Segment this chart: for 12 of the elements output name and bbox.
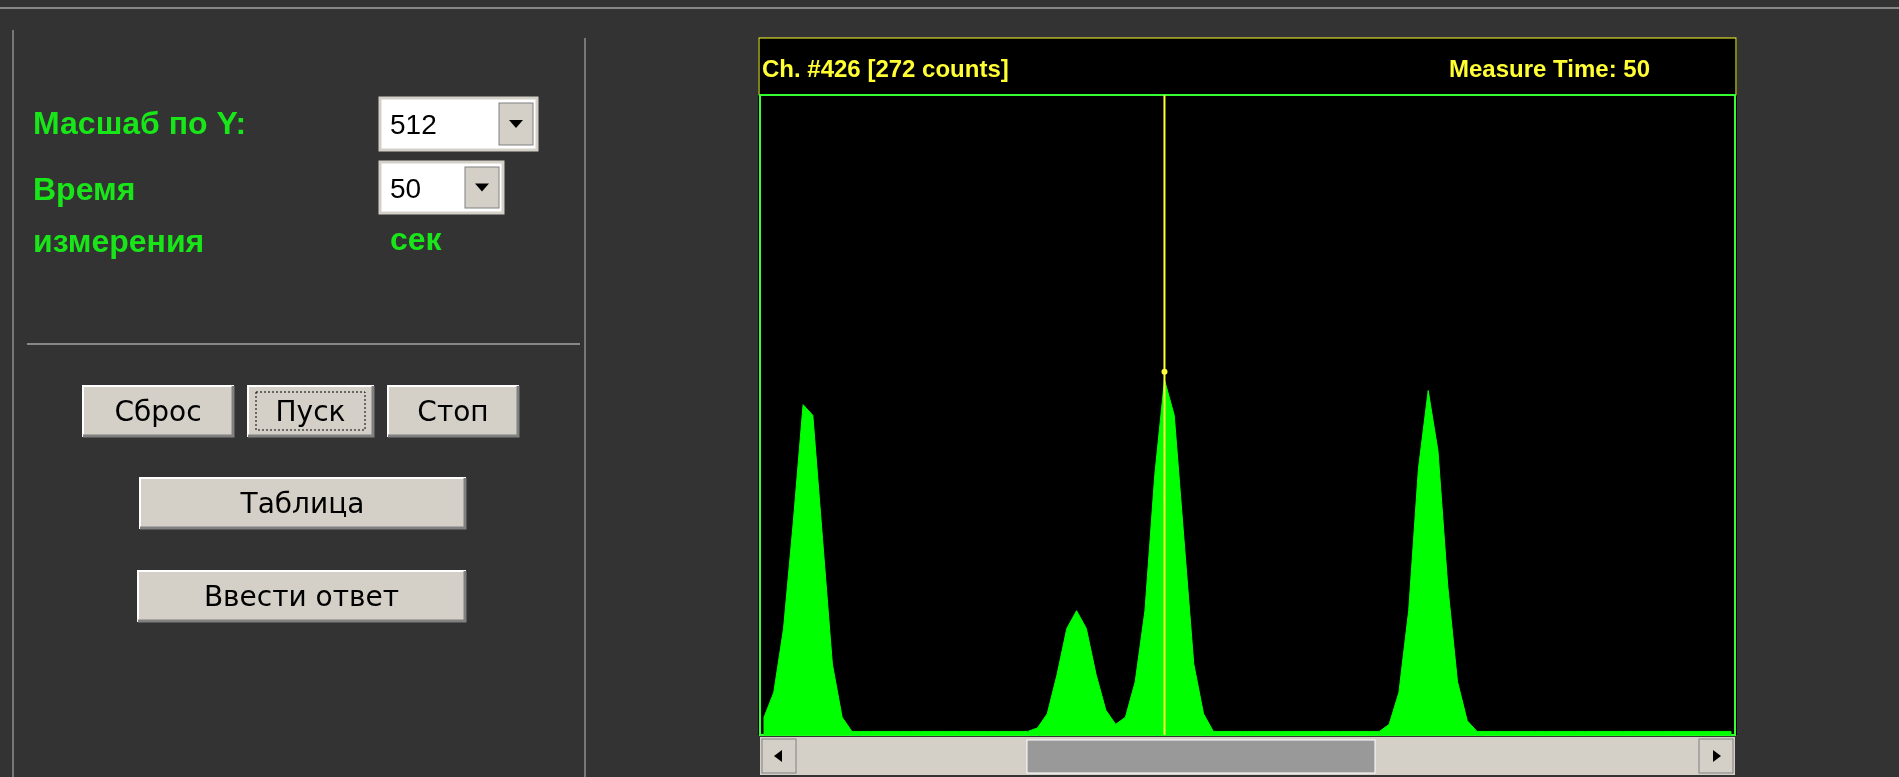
text: Стоп [417,395,489,428]
text: Масшаб по Y: [33,105,247,141]
text: Ввести ответ [203,580,400,613]
text: 50 [390,172,422,204]
text: сек [390,221,443,257]
text: 512 [390,109,437,140]
text: Measure Time: 50 [1449,55,1650,82]
text: Пуск [275,395,346,428]
text: Таблица [239,487,365,520]
text: Время измерения [33,171,205,259]
text: Ch. #426 [272 counts] [762,55,1009,82]
text: Сброс [114,395,202,428]
